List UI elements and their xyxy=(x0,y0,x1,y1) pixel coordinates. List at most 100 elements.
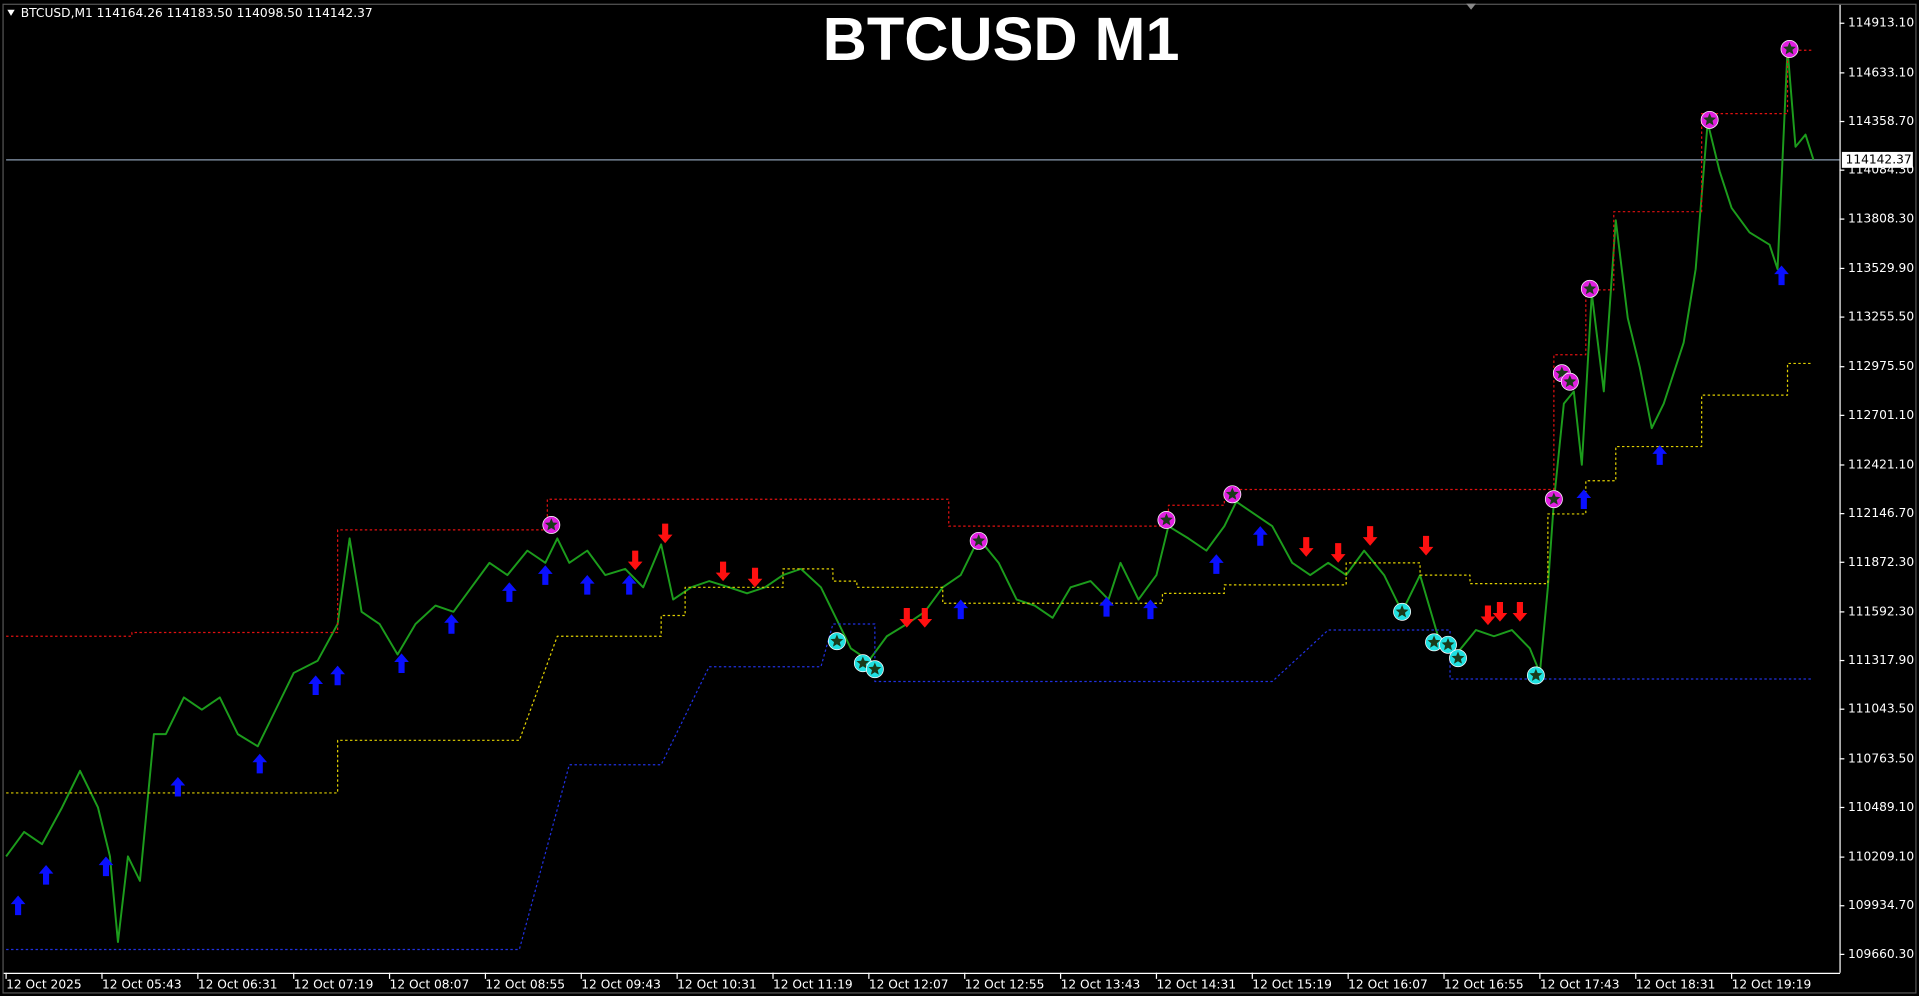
buy-arrow xyxy=(10,895,26,916)
x-tick-label: 12 Oct 05:43 xyxy=(102,977,182,991)
x-tick-label: 12 Oct 08:07 xyxy=(390,977,470,991)
x-tick-label: 12 Oct 07:19 xyxy=(294,977,374,991)
y-tick-label: 112146.70 xyxy=(1848,506,1914,520)
pivot-star xyxy=(1583,282,1597,295)
sell-arrow xyxy=(1298,537,1314,557)
buy-arrow xyxy=(394,653,409,673)
pivot-star xyxy=(1427,635,1441,648)
level-line xyxy=(6,362,1812,794)
y-tick-label: 111043.50 xyxy=(1848,702,1914,716)
buy-arrow xyxy=(38,865,54,885)
y-tick-label: 114913.10 xyxy=(1848,16,1914,30)
y-tick-label: 109660.30 xyxy=(1848,947,1914,961)
y-tick-label: 114633.10 xyxy=(1848,65,1914,79)
pivot-star xyxy=(544,518,558,531)
buy-arrow xyxy=(444,614,459,634)
pivot-star xyxy=(1225,487,1239,500)
sell-arrow xyxy=(657,523,673,544)
buy-arrow xyxy=(98,856,114,877)
current-price-label: 114142.37 xyxy=(1846,152,1912,166)
y-tick-label: 112421.10 xyxy=(1848,457,1914,471)
x-tick-label: 12 Oct 14:31 xyxy=(1156,977,1236,991)
buy-arrow xyxy=(1774,265,1789,286)
y-tick-label: 110489.10 xyxy=(1848,800,1914,814)
y-tick-label: 111592.30 xyxy=(1848,604,1914,618)
x-tick-label: 12 Oct 11:19 xyxy=(773,977,853,991)
buy-arrow xyxy=(621,575,637,595)
pivot-star xyxy=(1783,42,1796,55)
buy-arrow xyxy=(308,675,324,695)
buy-arrow xyxy=(330,665,345,686)
pivot-star xyxy=(868,662,882,675)
sell-arrow xyxy=(1330,543,1346,563)
x-tick-label: 12 Oct 09:43 xyxy=(581,977,661,991)
x-tick-label: 12 Oct 12:07 xyxy=(869,977,949,991)
sell-arrow xyxy=(1362,526,1378,546)
buy-arrow xyxy=(1252,526,1268,546)
x-tick-label: 12 Oct 18:31 xyxy=(1636,977,1716,991)
buy-arrow xyxy=(252,753,268,774)
x-tick-label: 12 Oct 2025 xyxy=(6,977,82,991)
x-tick-label: 12 Oct 13:43 xyxy=(1061,977,1141,991)
sell-arrow xyxy=(899,608,915,628)
y-tick-label: 110763.50 xyxy=(1848,751,1914,765)
buy-arrow xyxy=(1143,599,1158,620)
x-tick-label: 12 Oct 06:31 xyxy=(198,977,278,991)
y-tick-label: 113255.50 xyxy=(1848,310,1914,324)
buy-arrow xyxy=(1099,597,1114,617)
shift-marker xyxy=(1466,3,1476,10)
pivot-star xyxy=(1160,513,1173,526)
pivot-star xyxy=(1703,113,1717,126)
x-tick-label: 12 Oct 12:55 xyxy=(965,977,1045,991)
buy-arrow xyxy=(579,575,595,595)
sell-arrow xyxy=(1512,601,1528,622)
buy-arrow xyxy=(502,582,517,602)
pivot-star xyxy=(856,656,870,669)
buy-arrow xyxy=(537,565,553,585)
sell-arrow xyxy=(747,567,763,588)
x-tick-label: 12 Oct 08:55 xyxy=(485,977,565,991)
price-line xyxy=(5,47,1815,944)
buy-arrow xyxy=(1576,489,1592,510)
buy-arrow xyxy=(1209,554,1224,574)
sell-arrow xyxy=(627,550,643,571)
x-tick-label: 12 Oct 19:19 xyxy=(1732,977,1812,991)
y-tick-label: 113808.30 xyxy=(1848,212,1914,226)
pivot-star xyxy=(1451,651,1465,664)
chart-title: BTCUSD M1 xyxy=(823,5,1180,73)
window-border xyxy=(2,3,1917,994)
sell-arrow xyxy=(1480,605,1496,626)
pivot-star xyxy=(972,534,986,547)
x-tick-label: 12 Oct 17:43 xyxy=(1540,977,1620,991)
sell-arrow xyxy=(715,561,731,582)
y-tick-label: 111317.90 xyxy=(1848,653,1914,667)
sell-arrow xyxy=(917,608,933,628)
y-tick-label: 109934.70 xyxy=(1848,898,1914,912)
level-line xyxy=(6,623,1812,951)
buy-arrow xyxy=(953,599,969,620)
menu-triangle xyxy=(7,9,15,16)
y-tick-label: 112975.50 xyxy=(1848,359,1914,373)
pivot-star xyxy=(830,634,844,647)
chart-header: BTCUSD,M1 114164.26 114183.50 114098.50 … xyxy=(21,6,373,20)
x-tick-label: 12 Oct 10:31 xyxy=(677,977,757,991)
y-tick-label: 110209.10 xyxy=(1848,850,1914,864)
buy-arrow xyxy=(1652,445,1668,465)
buy-arrow xyxy=(170,776,186,797)
x-tick-label: 12 Oct 16:55 xyxy=(1444,977,1524,991)
pivot-star xyxy=(1563,374,1577,388)
sell-arrow xyxy=(1418,535,1434,556)
y-tick-label: 113529.90 xyxy=(1848,261,1914,275)
pivot-star xyxy=(1441,638,1455,651)
pivot-star xyxy=(1547,492,1561,505)
x-tick-label: 12 Oct 15:19 xyxy=(1252,977,1332,991)
pivot-star xyxy=(1529,668,1543,681)
x-tick-label: 12 Oct 16:07 xyxy=(1348,977,1428,991)
pivot-star xyxy=(1395,605,1409,618)
sell-arrow xyxy=(1492,601,1508,622)
y-tick-label: 112701.10 xyxy=(1848,408,1914,422)
current-price-box xyxy=(1841,151,1913,168)
